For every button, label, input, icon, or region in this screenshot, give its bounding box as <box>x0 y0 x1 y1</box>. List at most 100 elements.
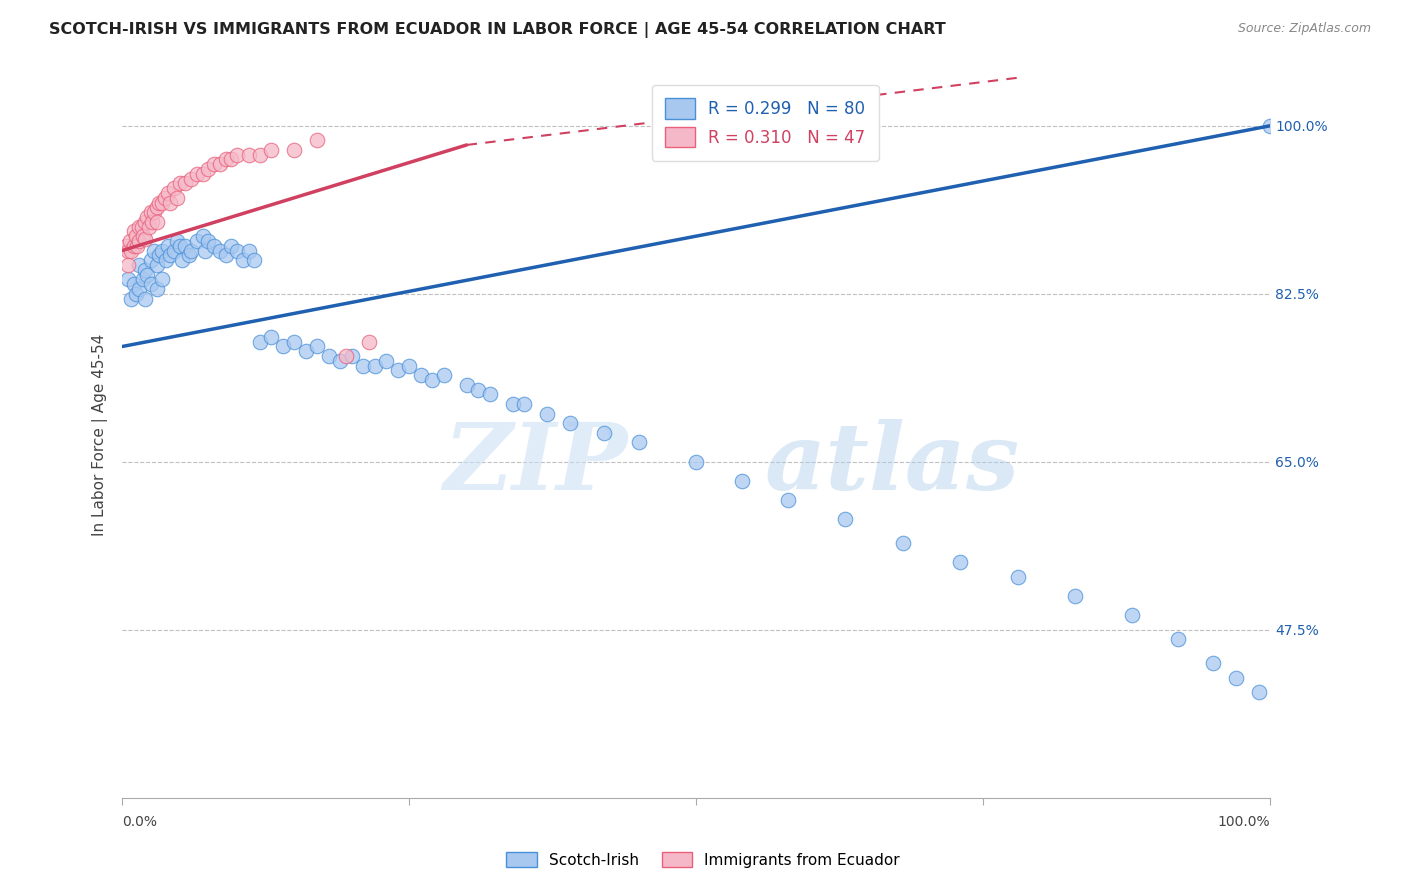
Point <box>125 286 148 301</box>
Point <box>208 244 231 258</box>
Point <box>163 244 186 258</box>
Point <box>145 258 167 272</box>
Point <box>145 215 167 229</box>
Point <box>260 330 283 344</box>
Point <box>117 244 139 258</box>
Point <box>202 157 225 171</box>
Text: ZIP: ZIP <box>443 419 627 509</box>
Point <box>114 238 136 252</box>
Point <box>131 219 153 234</box>
Point <box>177 248 200 262</box>
Point <box>128 219 150 234</box>
Point <box>478 387 501 401</box>
Point <box>139 205 162 219</box>
Point <box>145 282 167 296</box>
Point <box>1202 657 1225 671</box>
Point <box>271 339 294 353</box>
Point <box>138 219 160 234</box>
Point <box>148 248 170 262</box>
Point <box>157 238 180 252</box>
Point <box>340 349 363 363</box>
Point <box>335 349 357 363</box>
Point <box>128 258 150 272</box>
Text: 0.0%: 0.0% <box>122 814 157 829</box>
Point <box>307 339 329 353</box>
Point <box>558 417 581 431</box>
Point <box>152 272 174 286</box>
Point <box>174 238 197 252</box>
Point <box>364 359 387 373</box>
Point <box>1247 685 1270 699</box>
Point <box>1167 632 1189 647</box>
Point <box>1258 119 1281 133</box>
Point <box>139 253 162 268</box>
Point <box>593 425 616 440</box>
Point <box>214 248 236 262</box>
Point <box>1121 608 1143 623</box>
Point <box>122 238 145 252</box>
Point <box>134 232 156 246</box>
Point <box>467 383 489 397</box>
Point <box>174 177 197 191</box>
Point <box>120 244 142 258</box>
Point <box>152 195 174 210</box>
Point <box>238 147 260 161</box>
Point <box>163 181 186 195</box>
Point <box>159 195 181 210</box>
Point <box>120 234 142 248</box>
Point <box>283 334 305 349</box>
Point <box>117 272 139 286</box>
Point <box>226 244 249 258</box>
Point <box>834 512 856 526</box>
Point <box>166 234 188 248</box>
Point <box>125 229 148 244</box>
Point <box>169 238 191 252</box>
Point <box>375 354 398 368</box>
Point <box>627 435 650 450</box>
Point <box>238 244 260 258</box>
Point <box>191 167 214 181</box>
Point <box>536 407 558 421</box>
Point <box>122 224 145 238</box>
Point <box>243 253 266 268</box>
Text: 100.0%: 100.0% <box>1218 814 1270 829</box>
Point <box>136 210 159 224</box>
Point <box>145 200 167 214</box>
Point <box>226 147 249 161</box>
Point <box>731 474 754 488</box>
Point <box>307 133 329 147</box>
Point <box>219 238 242 252</box>
Point <box>329 354 352 368</box>
Point <box>318 349 340 363</box>
Point <box>132 272 155 286</box>
Point <box>153 191 176 205</box>
Point <box>128 282 150 296</box>
Point <box>232 253 254 268</box>
Point <box>186 234 208 248</box>
Point <box>169 177 191 191</box>
Point <box>170 253 193 268</box>
Point <box>1064 589 1087 603</box>
Point <box>143 244 166 258</box>
Point <box>208 157 231 171</box>
Point <box>513 397 536 411</box>
Point <box>949 556 972 570</box>
Point <box>295 344 318 359</box>
Point <box>134 215 156 229</box>
Point <box>214 153 236 167</box>
Point <box>186 167 208 181</box>
Point <box>202 238 225 252</box>
Point <box>132 229 155 244</box>
Point <box>148 195 170 210</box>
Point <box>219 153 242 167</box>
Point <box>409 368 432 383</box>
Point <box>141 215 163 229</box>
Point <box>191 229 214 244</box>
Point <box>134 262 156 277</box>
Point <box>249 147 271 161</box>
Point <box>260 143 283 157</box>
Point <box>685 455 707 469</box>
Point <box>456 377 478 392</box>
Text: SCOTCH-IRISH VS IMMIGRANTS FROM ECUADOR IN LABOR FORCE | AGE 45-54 CORRELATION C: SCOTCH-IRISH VS IMMIGRANTS FROM ECUADOR … <box>49 22 946 38</box>
Legend: R = 0.299   N = 80, R = 0.310   N = 47: R = 0.299 N = 80, R = 0.310 N = 47 <box>651 85 879 161</box>
